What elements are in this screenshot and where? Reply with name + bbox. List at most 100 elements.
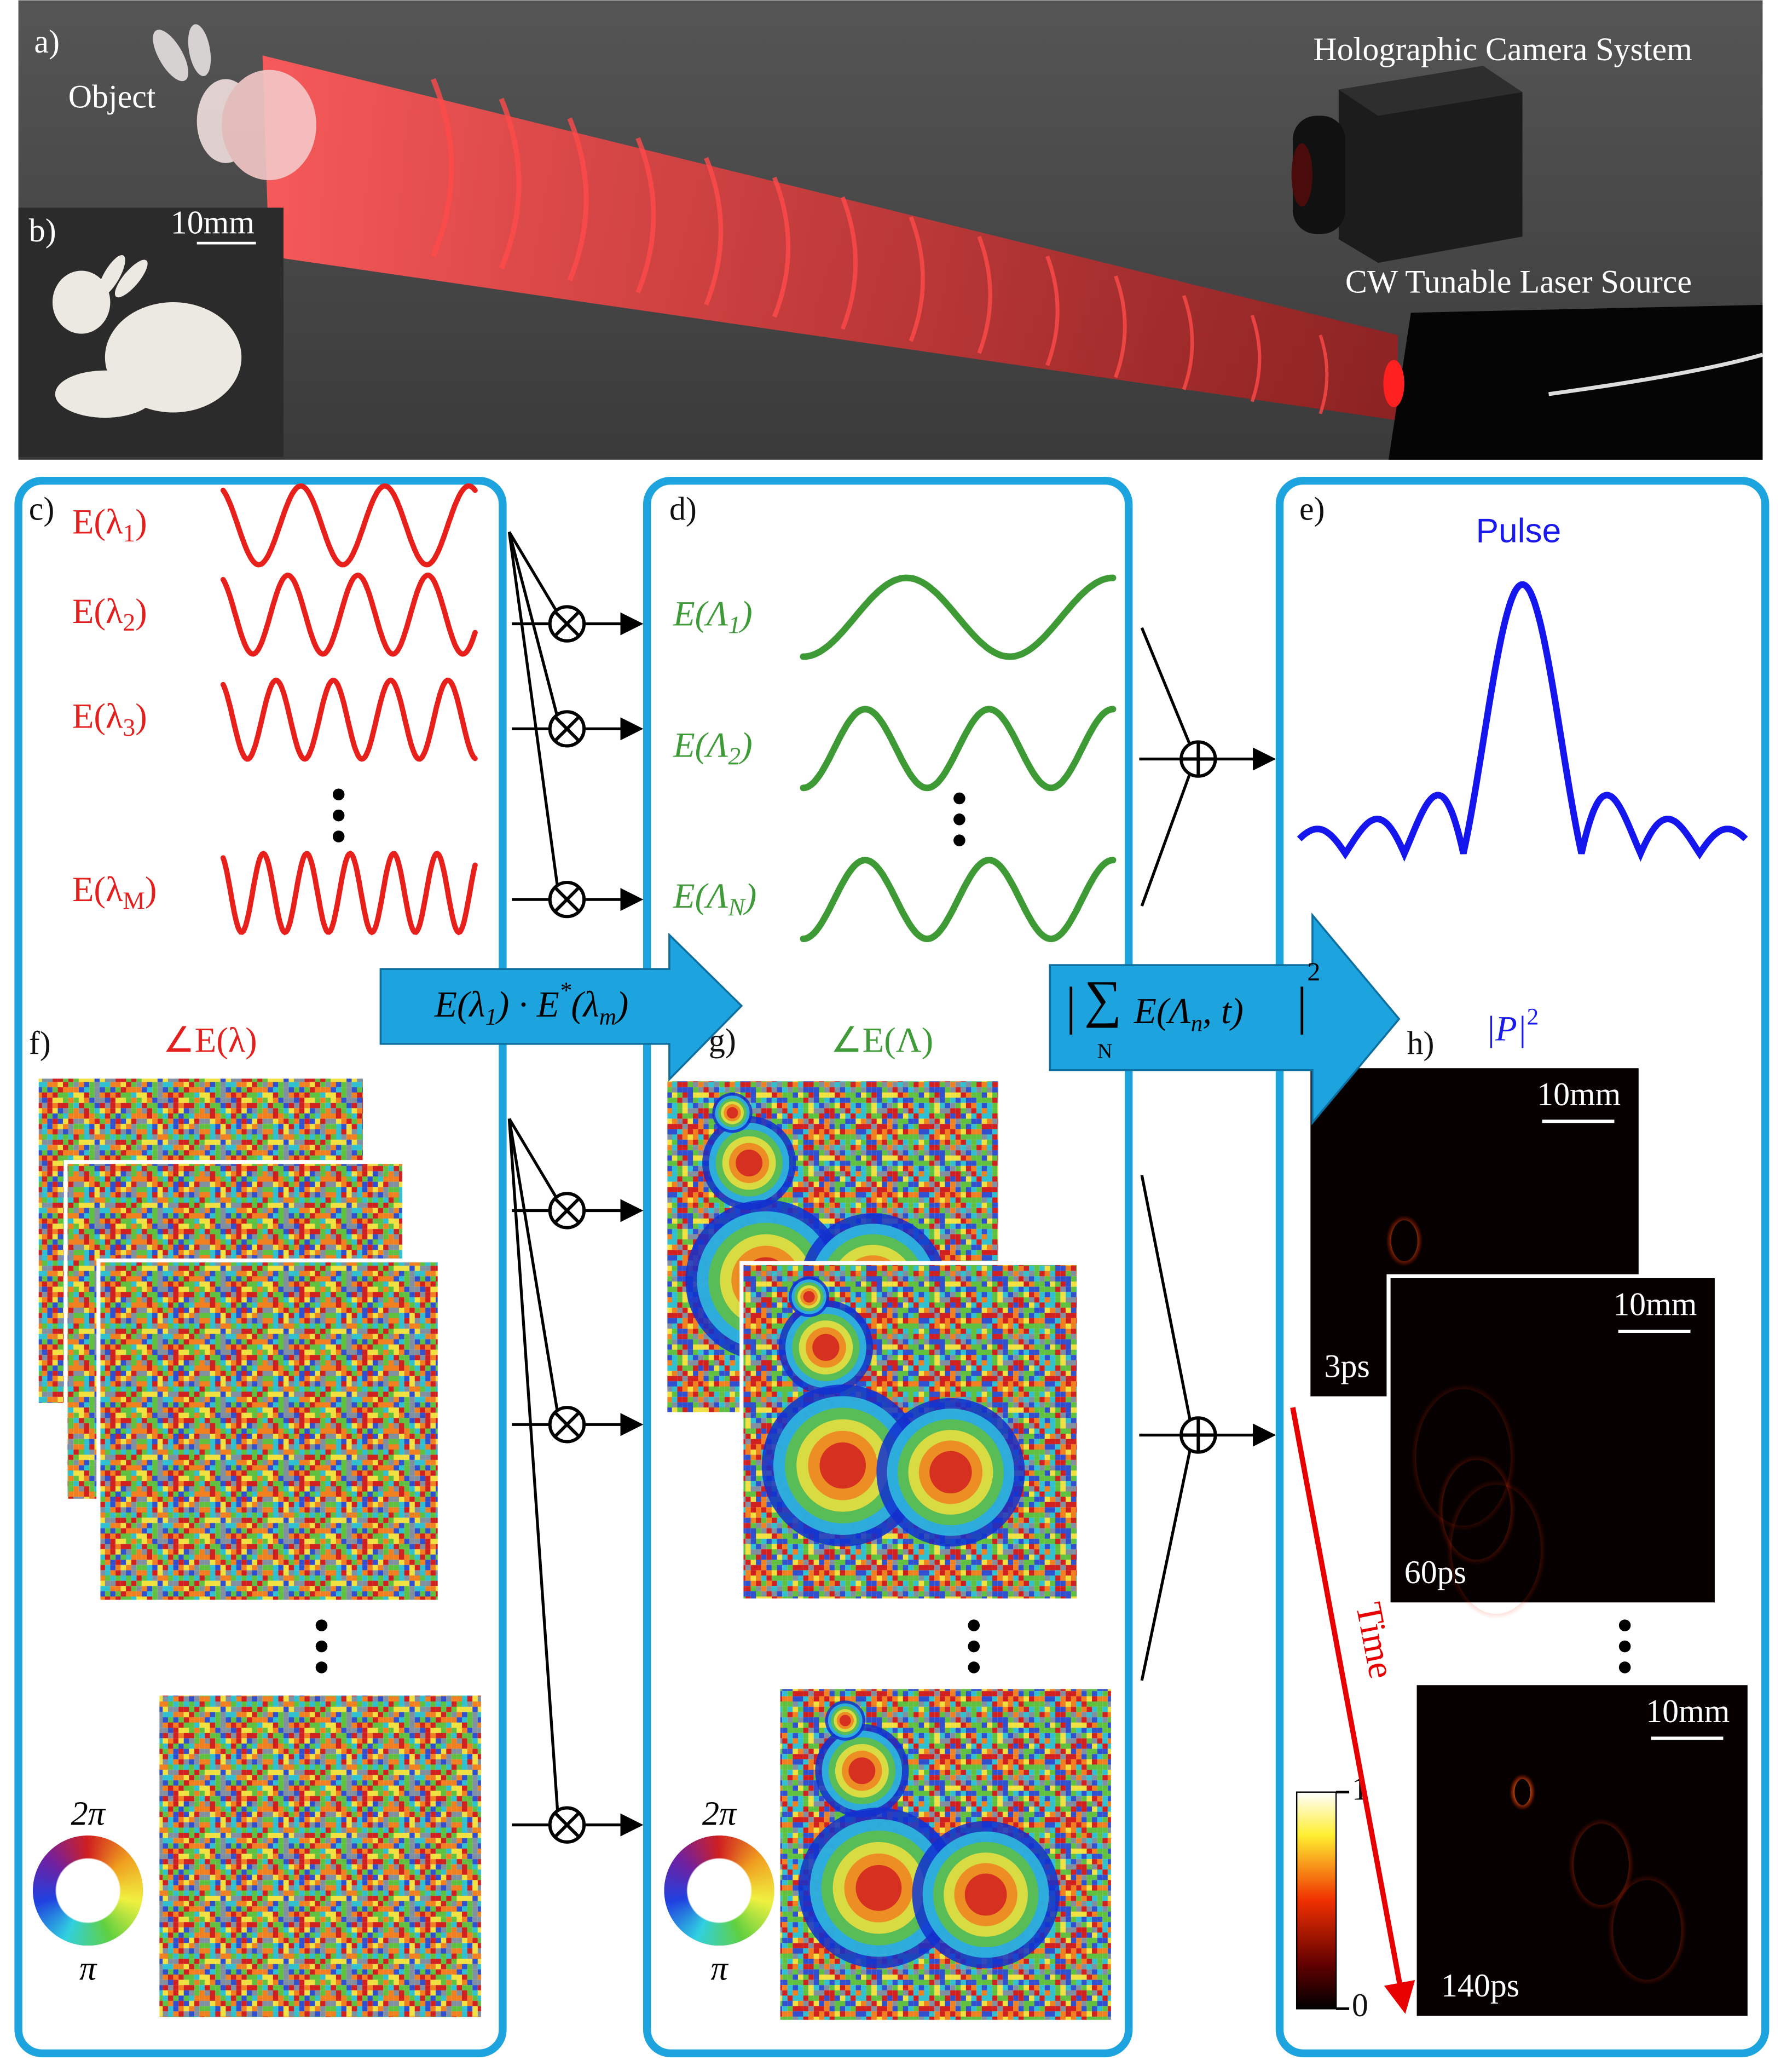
operation-arrow — [379, 932, 743, 1082]
scale-label: 10mm — [1537, 1076, 1621, 1112]
field-part: E(λ — [72, 870, 123, 909]
wavefront — [977, 235, 992, 354]
wavefront — [909, 216, 925, 342]
wave — [220, 572, 478, 657]
phase-fringe — [964, 1873, 1007, 1916]
object-label: Object — [68, 79, 156, 115]
ellipsis-dot — [315, 1661, 328, 1673]
wavefront-signal — [1406, 1378, 1522, 1537]
wavefront-signal — [1563, 1813, 1640, 1916]
wave — [800, 706, 1117, 792]
field-part: E(Λ — [673, 876, 728, 916]
phase-map — [155, 1692, 485, 2022]
field-label: E(λ2) — [72, 592, 147, 637]
field-sub: N — [727, 893, 746, 921]
pulse-title: Pulse — [1476, 512, 1561, 550]
connector — [1140, 771, 1192, 907]
phase-fringe — [819, 1442, 866, 1489]
camera-label: Holographic Camera System — [1313, 31, 1692, 67]
arrow-formula: E(λ1) · E*(λm) — [434, 978, 628, 1030]
phase-fringe — [855, 1865, 902, 1911]
formula-part: | — [1297, 977, 1307, 1035]
field-part: E(λ — [72, 696, 123, 736]
field-part: ) — [145, 870, 157, 909]
ellipsis-dot — [1618, 1640, 1631, 1653]
panel-label: e) — [1299, 490, 1325, 527]
phase-wheel — [32, 1835, 143, 1946]
field-label: E(Λ1) — [673, 594, 753, 639]
wavefront — [772, 176, 791, 318]
field-label: E(λ3) — [72, 696, 147, 741]
wave — [220, 677, 478, 762]
phase-wheel-ring — [32, 1835, 143, 1946]
colorbar — [1296, 1791, 1337, 2010]
panel-label: c) — [29, 490, 55, 527]
field-sub: 1 — [728, 611, 741, 639]
object-bunny — [153, 24, 316, 181]
scale-label: 10mm — [1613, 1286, 1697, 1323]
field-part: ) — [743, 876, 757, 916]
wavefront-signal — [1380, 1209, 1428, 1272]
panel-box — [14, 476, 507, 2058]
ellipsis-dot — [332, 788, 345, 801]
time-label: 60ps — [1404, 1554, 1466, 1590]
wavefront — [1319, 334, 1329, 414]
ellipsis-dot — [968, 1640, 980, 1653]
time-label: 140ps — [1441, 1967, 1519, 2004]
colorbar-label: 0 — [1352, 1987, 1368, 2023]
field-sub: 2 — [123, 608, 135, 636]
wavefronts — [430, 78, 1329, 414]
connector — [508, 1118, 559, 1201]
ellipsis-dot — [1618, 1661, 1631, 1673]
laser-source — [1389, 304, 1763, 460]
field-sub: 1 — [123, 519, 135, 547]
formula-part: 2 — [1307, 957, 1320, 986]
wavefront — [430, 78, 454, 257]
phase-fringe — [839, 1715, 851, 1727]
ellipsis-dot — [968, 1661, 980, 1673]
phase-fringe — [848, 1757, 876, 1785]
wave — [220, 850, 478, 936]
ellipsis-dot — [953, 813, 965, 826]
panel-label: g) — [709, 1023, 736, 1059]
ellipsis-dot — [315, 1619, 328, 1631]
wheel-label: 2π — [71, 1795, 106, 1833]
phase-wheel — [664, 1835, 774, 1946]
field-sub: 2 — [728, 742, 741, 770]
camera — [1291, 66, 1523, 263]
ellipsis-dot — [332, 809, 345, 822]
field-part: E(Λ — [673, 725, 728, 765]
time-label: 3ps — [1325, 1348, 1370, 1384]
wave — [800, 574, 1117, 660]
wheel-label: π — [710, 1950, 728, 1988]
ellipsis-dot — [315, 1640, 328, 1653]
ellipsis-dot — [332, 830, 345, 842]
field-part: ) — [738, 725, 753, 765]
field-sub: 3 — [123, 713, 135, 741]
scale-label: 10mm — [171, 205, 255, 241]
photo-bunny — [52, 255, 242, 418]
connector — [507, 1118, 559, 1815]
ellipsis-dot — [953, 792, 965, 805]
field-label: E(Λ2) — [673, 725, 753, 770]
pulse — [1297, 581, 1748, 862]
laser-beam — [262, 55, 1398, 420]
field-part: E(Λ — [673, 594, 728, 633]
panel-label: f) — [29, 1025, 51, 1061]
panel-label: a) — [34, 24, 60, 60]
laser-aperture — [1383, 360, 1404, 407]
panel-label: h) — [1407, 1025, 1435, 1061]
formula-part: ∑ — [1084, 970, 1121, 1028]
formula-part: E(Λn, t) — [1134, 991, 1244, 1037]
connector — [508, 531, 559, 614]
field-label: E(ΛN) — [673, 876, 756, 921]
wavefront — [499, 97, 522, 270]
phase-fringe — [929, 1451, 972, 1494]
connector — [1140, 627, 1192, 747]
laser-highlight — [1548, 353, 1763, 396]
field-label: E(λM) — [72, 870, 157, 915]
phase-wheel-ring — [664, 1835, 774, 1946]
formula-part: | — [1066, 977, 1076, 1035]
connector — [507, 1118, 559, 1415]
wavefront — [1114, 275, 1127, 378]
